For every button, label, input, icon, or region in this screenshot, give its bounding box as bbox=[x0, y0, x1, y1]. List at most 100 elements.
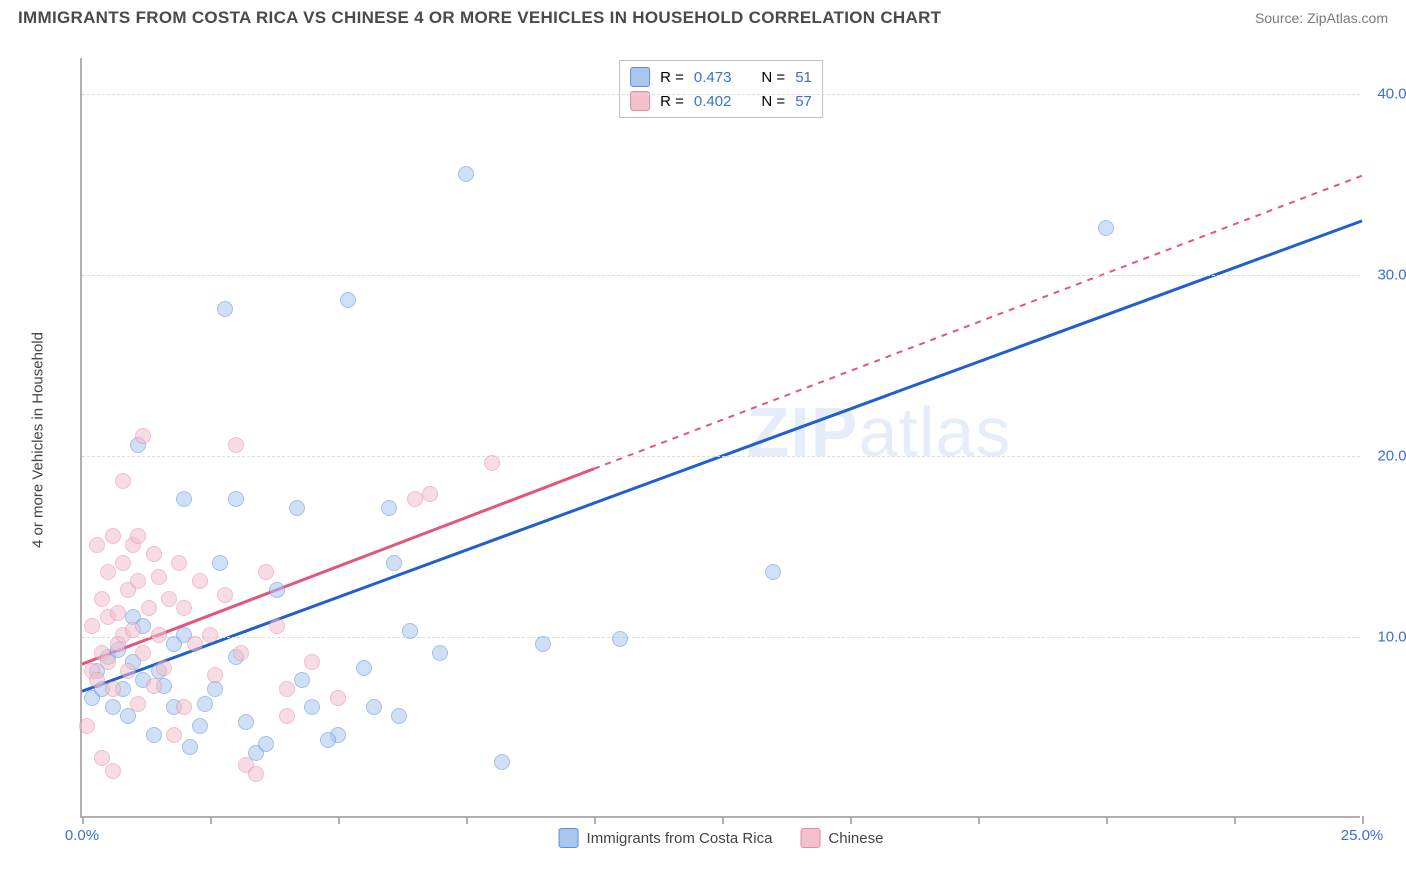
y-axis-label: 4 or more Vehicles in Household bbox=[30, 332, 47, 548]
data-point bbox=[192, 718, 208, 734]
data-point bbox=[146, 727, 162, 743]
data-point bbox=[141, 600, 157, 616]
data-point bbox=[207, 681, 223, 697]
trendlines-svg bbox=[82, 58, 1362, 818]
data-point bbox=[135, 645, 151, 661]
y-tick-label: 10.0% bbox=[1377, 629, 1406, 646]
x-tick bbox=[210, 816, 212, 824]
data-point bbox=[166, 727, 182, 743]
data-point bbox=[279, 708, 295, 724]
x-tick bbox=[850, 816, 852, 824]
series-legend: Immigrants from Costa Rica Chinese bbox=[559, 828, 884, 848]
x-tick-label: 0.0% bbox=[65, 827, 99, 844]
data-point bbox=[115, 555, 131, 571]
data-point bbox=[494, 754, 510, 770]
data-point bbox=[84, 618, 100, 634]
legend-label: Chinese bbox=[828, 830, 883, 847]
data-point bbox=[391, 708, 407, 724]
data-point bbox=[187, 636, 203, 652]
data-point bbox=[105, 763, 121, 779]
data-point bbox=[176, 600, 192, 616]
x-tick-label: 25.0% bbox=[1341, 827, 1384, 844]
data-point bbox=[146, 678, 162, 694]
chart-area: 4 or more Vehicles in Household ZIPatlas… bbox=[50, 40, 1386, 840]
y-tick-label: 20.0% bbox=[1377, 448, 1406, 465]
data-point bbox=[207, 667, 223, 683]
data-point bbox=[304, 699, 320, 715]
data-point bbox=[238, 714, 254, 730]
data-point bbox=[422, 486, 438, 502]
data-point bbox=[228, 437, 244, 453]
data-point bbox=[156, 660, 172, 676]
data-point bbox=[146, 546, 162, 562]
data-point bbox=[182, 739, 198, 755]
x-tick bbox=[722, 816, 724, 824]
data-point bbox=[233, 645, 249, 661]
source-label: Source: ZipAtlas.com bbox=[1255, 10, 1388, 26]
data-point bbox=[330, 690, 346, 706]
data-point bbox=[120, 663, 136, 679]
legend-item-chinese: Chinese bbox=[800, 828, 883, 848]
data-point bbox=[258, 736, 274, 752]
data-point bbox=[130, 696, 146, 712]
data-point bbox=[340, 292, 356, 308]
data-point bbox=[356, 660, 372, 676]
data-point bbox=[176, 699, 192, 715]
legend-item-costa-rica: Immigrants from Costa Rica bbox=[559, 828, 773, 848]
gridline bbox=[82, 275, 1360, 276]
data-point bbox=[110, 605, 126, 621]
x-tick bbox=[978, 816, 980, 824]
data-point bbox=[105, 681, 121, 697]
data-point bbox=[535, 636, 551, 652]
y-tick-label: 40.0% bbox=[1377, 86, 1406, 103]
data-point bbox=[407, 491, 423, 507]
data-point bbox=[151, 627, 167, 643]
data-point bbox=[130, 573, 146, 589]
data-point bbox=[94, 591, 110, 607]
x-tick bbox=[594, 816, 596, 824]
data-point bbox=[402, 623, 418, 639]
data-point bbox=[125, 622, 141, 638]
data-point bbox=[89, 672, 105, 688]
data-point bbox=[269, 618, 285, 634]
data-point bbox=[130, 528, 146, 544]
x-tick bbox=[338, 816, 340, 824]
data-point bbox=[192, 573, 208, 589]
data-point bbox=[115, 473, 131, 489]
plot-region: ZIPatlas R = 0.473 N = 51 R = 0.402 N = … bbox=[80, 58, 1360, 818]
data-point bbox=[432, 645, 448, 661]
data-point bbox=[217, 301, 233, 317]
gridline bbox=[82, 637, 1360, 638]
swatch-chinese bbox=[800, 828, 820, 848]
x-tick bbox=[466, 816, 468, 824]
data-point bbox=[212, 555, 228, 571]
data-point bbox=[294, 672, 310, 688]
data-point bbox=[258, 564, 274, 580]
data-point bbox=[176, 491, 192, 507]
data-point bbox=[135, 428, 151, 444]
data-point bbox=[1098, 220, 1114, 236]
trendline-dashed bbox=[594, 176, 1362, 469]
data-point bbox=[151, 569, 167, 585]
gridline bbox=[82, 94, 1360, 95]
data-point bbox=[217, 587, 233, 603]
x-tick bbox=[1234, 816, 1236, 824]
x-tick bbox=[1106, 816, 1108, 824]
data-point bbox=[161, 591, 177, 607]
data-point bbox=[612, 631, 628, 647]
swatch-costa-rica bbox=[559, 828, 579, 848]
data-point bbox=[197, 696, 213, 712]
x-tick bbox=[82, 816, 84, 824]
data-point bbox=[269, 582, 285, 598]
data-point bbox=[386, 555, 402, 571]
data-point bbox=[89, 537, 105, 553]
gridline bbox=[82, 456, 1360, 457]
data-point bbox=[765, 564, 781, 580]
data-point bbox=[105, 528, 121, 544]
data-point bbox=[320, 732, 336, 748]
data-point bbox=[381, 500, 397, 516]
data-point bbox=[100, 564, 116, 580]
data-point bbox=[366, 699, 382, 715]
chart-title: IMMIGRANTS FROM COSTA RICA VS CHINESE 4 … bbox=[18, 8, 941, 28]
data-point bbox=[279, 681, 295, 697]
